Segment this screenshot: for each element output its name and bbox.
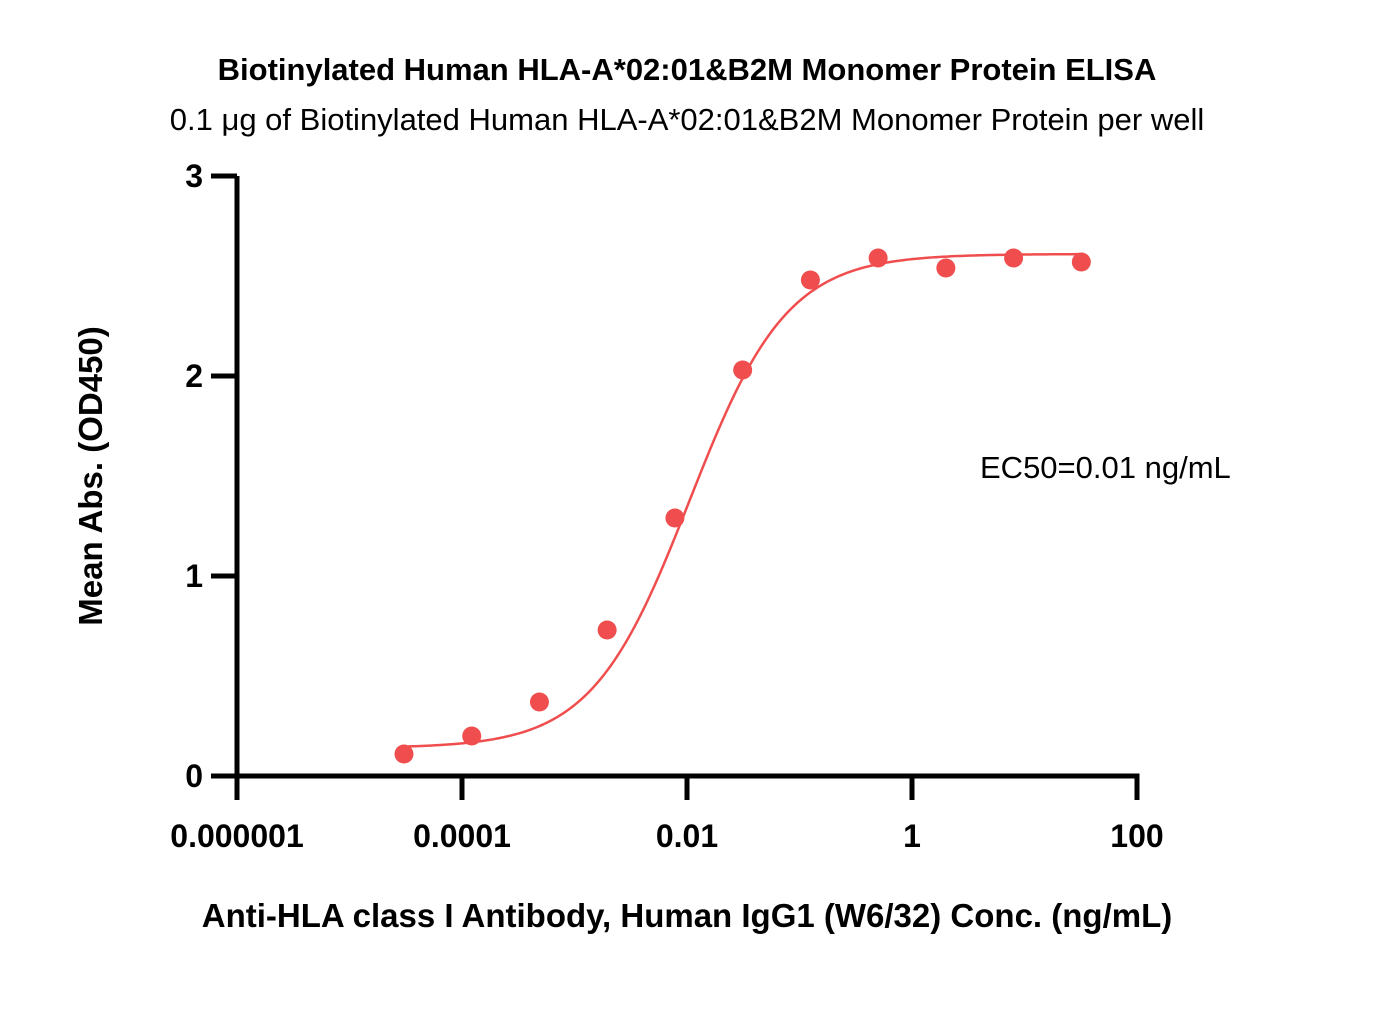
data-point (733, 360, 753, 380)
x-tick-label: 0.01 (656, 818, 718, 854)
fit-curve (402, 252, 1083, 748)
data-point (394, 744, 414, 764)
x-tick-label: 1 (903, 818, 921, 854)
fit-curve-layer (402, 252, 1083, 748)
y-tick-label: 3 (185, 158, 203, 194)
y-tick-label: 0 (185, 758, 203, 794)
data-point (1004, 248, 1024, 268)
data-point (800, 270, 820, 290)
y-axis-label: Mean Abs. (OD450) (72, 326, 109, 626)
data-point (936, 258, 956, 278)
data-point (529, 692, 549, 712)
axes: 0 1 2 3 0.000001 0.0001 0.01 1 100 (170, 158, 1163, 854)
x-tick-label: 0.000001 (170, 818, 303, 854)
data-point (1071, 252, 1091, 272)
ec50-annotation: EC50=0.01 ng/mL (980, 450, 1231, 485)
data-point (868, 248, 888, 268)
y-tick-label: 1 (185, 558, 203, 594)
data-point (462, 726, 482, 746)
y-tick-label: 2 (185, 358, 203, 394)
chart-subtitle: 0.1 μg of Biotinylated Human HLA-A*02:01… (170, 102, 1205, 137)
data-points-layer (394, 248, 1091, 764)
x-tick-label: 0.0001 (413, 818, 511, 854)
chart-title: Biotinylated Human HLA-A*02:01&B2M Monom… (218, 52, 1157, 87)
data-point (665, 508, 685, 528)
data-point (597, 620, 617, 640)
x-axis-label: Anti-HLA class I Antibody, Human IgG1 (W… (202, 897, 1172, 934)
x-tick-label: 100 (1110, 818, 1163, 854)
